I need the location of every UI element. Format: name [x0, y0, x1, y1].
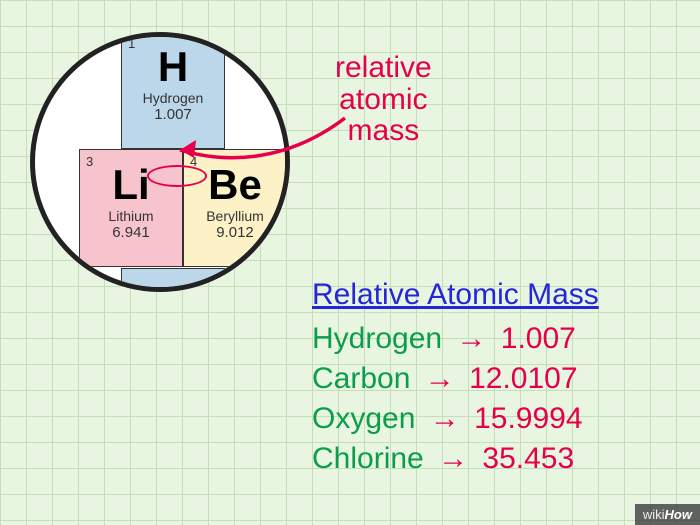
row-element-mass: 15.9994	[474, 402, 582, 435]
atomic-number: 1	[128, 36, 135, 51]
arrow-right-icon: →	[438, 442, 468, 475]
element-symbol: Be	[184, 164, 286, 206]
element-mass: 9.012	[184, 224, 286, 241]
arrow-right-icon: →	[430, 402, 460, 435]
periodic-cells-group: 1 H Hydrogen 1.007 3 Li Lithium 6.941 4 …	[35, 37, 285, 287]
cell-lithium: 3 Li Lithium 6.941	[79, 149, 183, 267]
atomic-number: 3	[86, 154, 93, 169]
arrow-right-icon: →	[456, 322, 486, 355]
row-element-mass: 35.453	[482, 442, 574, 475]
element-symbol: Li	[80, 164, 182, 206]
list-row-chlorine: Chlorine → 35.453	[312, 442, 599, 476]
row-element-name: Carbon	[312, 362, 410, 395]
annotation-line3: mass	[348, 114, 420, 147]
annotation-line1: relative	[335, 51, 432, 84]
row-element-mass: 1.007	[501, 322, 576, 355]
row-element-name: Chlorine	[312, 442, 424, 475]
atomic-number: 4	[190, 154, 197, 169]
list-title: Relative Atomic Mass	[312, 278, 599, 312]
cell-beryllium: 4 Be Beryllium 9.012	[183, 149, 287, 267]
cell-hydrogen: 1 H Hydrogen 1.007	[121, 32, 225, 149]
row-element-name: Oxygen	[312, 402, 415, 435]
watermark: wikiHow	[635, 504, 700, 525]
element-name: Hydrogen	[122, 90, 224, 106]
element-mass: 6.941	[80, 224, 182, 241]
list-row-oxygen: Oxygen → 15.9994	[312, 402, 599, 436]
arrow-right-icon: →	[425, 362, 455, 395]
element-mass: 1.007	[122, 106, 224, 123]
row-element-mass: 12.0107	[469, 362, 577, 395]
element-name: Lithium	[80, 208, 182, 224]
element-symbol: H	[122, 46, 224, 88]
watermark-suffix: How	[665, 507, 692, 522]
periodic-table-circle: 1 H Hydrogen 1.007 3 Li Lithium 6.941 4 …	[30, 32, 290, 292]
list-row-hydrogen: Hydrogen → 1.007	[312, 322, 599, 356]
annotation-line2: atomic	[339, 83, 427, 116]
element-name: Beryllium	[184, 208, 286, 224]
annotation-label: relative atomic mass	[335, 52, 432, 147]
watermark-prefix: wiki	[643, 507, 665, 522]
row-element-name: Hydrogen	[312, 322, 442, 355]
mass-list: Relative Atomic Mass Hydrogen → 1.007 Ca…	[312, 278, 599, 482]
list-row-carbon: Carbon → 12.0107	[312, 362, 599, 396]
